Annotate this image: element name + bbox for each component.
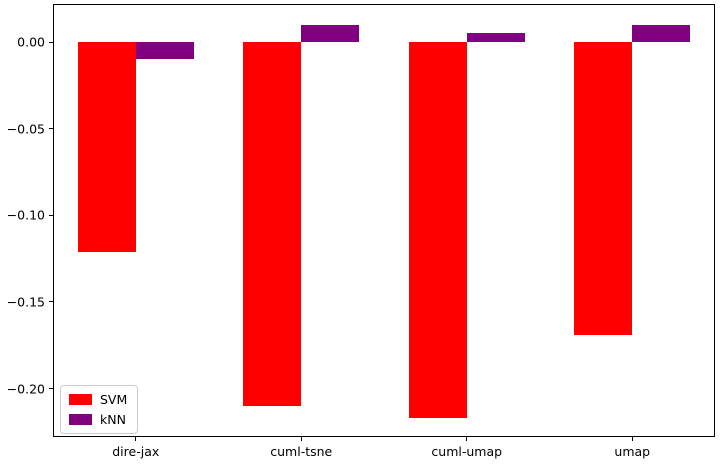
bar-svm-umap	[574, 42, 633, 335]
bar-svm-cuml-tsne	[243, 42, 302, 406]
bar-svm-cuml-umap	[408, 42, 467, 418]
legend-swatch-knn	[69, 414, 92, 425]
bar-knn-cuml-tsne	[301, 24, 360, 43]
ytick-label: −0.05	[6, 121, 45, 137]
bar-knn-cuml-umap	[466, 33, 525, 43]
legend-swatch-svm	[69, 394, 92, 405]
xtick-label-cuml-tsne: cuml-tsne	[270, 444, 333, 459]
ytick-label: −0.20	[6, 381, 45, 396]
xtick-mark	[300, 437, 302, 441]
bar-svm-dire-jax	[77, 42, 136, 252]
xtick-mark	[135, 437, 137, 441]
ytick-label: 0.00	[17, 34, 45, 50]
legend-item-knn: kNN	[69, 412, 127, 427]
ytick-label: −0.15	[6, 294, 45, 310]
bar-knn-umap	[632, 24, 691, 43]
xtick-label-dire-jax: dire-jax	[112, 444, 160, 459]
xtick-mark	[631, 437, 633, 441]
ytick-mark	[49, 301, 53, 303]
legend: SVM kNN	[60, 385, 139, 434]
legend-label: kNN	[100, 412, 126, 427]
legend-item-svm: SVM	[69, 392, 127, 407]
xtick-mark	[466, 437, 468, 441]
bar-knn-dire-jax	[135, 42, 194, 60]
ytick-label: −0.10	[6, 207, 45, 223]
ytick-mark	[49, 41, 53, 43]
xtick-label-umap: umap	[614, 444, 651, 459]
ytick-mark	[49, 388, 53, 389]
xtick-label-cuml-umap: cuml-umap	[431, 444, 503, 459]
ytick-mark	[49, 214, 53, 216]
legend-label: SVM	[100, 392, 128, 407]
ytick-mark	[49, 128, 53, 130]
